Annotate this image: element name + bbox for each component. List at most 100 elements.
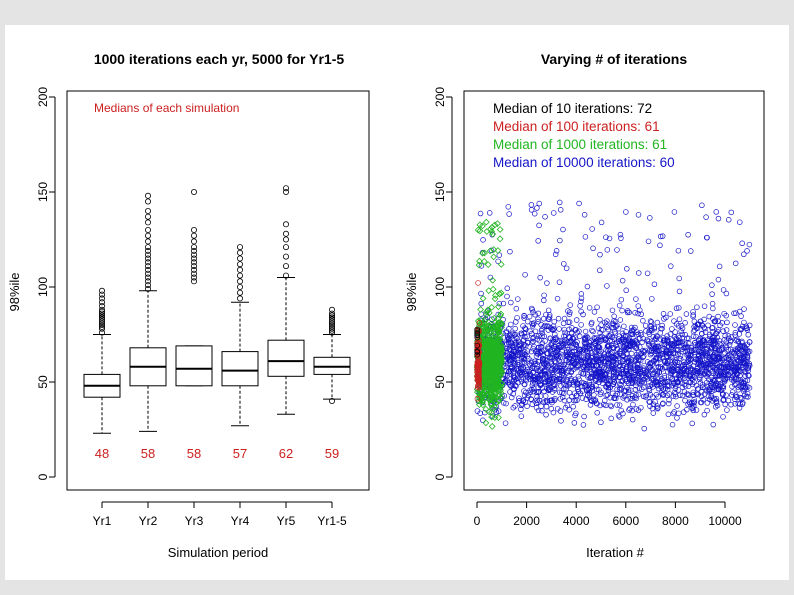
box-outlier-point xyxy=(236,244,243,251)
scatter-point xyxy=(641,379,647,386)
box-outlier-point xyxy=(99,306,106,313)
scatter-point xyxy=(660,311,667,317)
box-y-tick-label: 0 xyxy=(36,473,50,480)
scatter-point xyxy=(590,328,596,335)
box-outlier-point xyxy=(328,318,335,325)
box-chart-plot-border xyxy=(66,90,370,491)
scatter-point xyxy=(647,215,653,221)
scatter-point xyxy=(552,331,558,338)
scatter-point xyxy=(618,296,625,303)
scatter-point xyxy=(641,425,647,432)
scatter-point xyxy=(566,406,572,413)
box-outlier-point xyxy=(236,266,243,273)
scatter-point xyxy=(478,290,484,297)
scatter-point xyxy=(697,380,704,386)
box-outlier-point xyxy=(144,251,151,258)
box-outlier-point xyxy=(190,274,197,281)
scatter-point xyxy=(701,411,708,418)
scatter-point xyxy=(532,328,539,335)
scatter-point xyxy=(578,322,584,328)
box-y-tick-label: 150 xyxy=(36,182,50,202)
box-outlier-point xyxy=(190,255,197,262)
scatter-point xyxy=(506,211,512,217)
scatter-point xyxy=(580,422,587,428)
scatter-point xyxy=(594,410,600,416)
scatter-point xyxy=(676,275,682,282)
scatter-point xyxy=(560,320,567,327)
box-outlier-point xyxy=(282,244,289,251)
scatter-point xyxy=(723,327,730,333)
scatter-point xyxy=(714,402,721,409)
scatter-point xyxy=(534,205,540,211)
scatter-point xyxy=(541,292,547,299)
scatter-point xyxy=(555,315,562,322)
scatter-point xyxy=(620,395,626,401)
box-outlier-point xyxy=(236,278,243,285)
scatter-point xyxy=(556,326,562,332)
scatter-legend-entry: Median of 10000 iterations: 60 xyxy=(493,155,675,170)
scatter-point xyxy=(521,312,527,319)
scatter-point xyxy=(482,218,490,226)
box-outlier-point xyxy=(328,310,335,317)
scatter-point xyxy=(621,323,627,330)
scatter-point xyxy=(729,383,735,390)
scatter-series-3 xyxy=(474,199,753,432)
scatter-point xyxy=(675,247,682,254)
box-outlier-point xyxy=(144,198,151,205)
scatter-point xyxy=(672,329,678,335)
scatter-point xyxy=(589,226,595,232)
scatter-point xyxy=(715,276,722,283)
scatter-point xyxy=(724,407,730,413)
scatter-point xyxy=(681,359,687,365)
box-chart-panel: 1000 iterations each yr, 5000 for Yr1-5 … xyxy=(7,51,370,560)
box-outlier-point xyxy=(144,232,151,239)
scatter-point xyxy=(675,387,682,393)
scatter-point xyxy=(671,318,677,324)
box-outlier-point xyxy=(144,226,151,233)
scatter-point xyxy=(682,320,688,326)
box-outlier-point xyxy=(99,308,106,315)
scatter-point xyxy=(601,397,608,404)
box-outlier-point xyxy=(144,263,151,270)
scatter-point xyxy=(711,357,717,364)
box-x-tick-label: Yr5 xyxy=(277,514,296,528)
scatter-point xyxy=(628,324,635,331)
scatter-point xyxy=(710,305,716,312)
scatter-point xyxy=(724,319,730,326)
scatter-legend-entry: Median of 100 iterations: 61 xyxy=(493,119,660,134)
box-outlier-point xyxy=(99,323,106,330)
scatter-point xyxy=(746,362,753,369)
scatter-point xyxy=(559,349,565,355)
box-outlier-point xyxy=(282,221,289,228)
scatter-point xyxy=(593,386,600,393)
box-outlier-point xyxy=(99,321,106,328)
box-outlier-point xyxy=(282,263,289,270)
scatter-point xyxy=(597,251,603,258)
box-outlier-point xyxy=(282,272,289,279)
scatter-point xyxy=(566,319,573,325)
scatter-point xyxy=(721,351,727,357)
scatter-point xyxy=(557,207,564,213)
scatter-point xyxy=(528,348,535,355)
scatter-point xyxy=(482,419,490,427)
scatter-chart-x-axis: 0 2000 4000 6000 8000 10000 xyxy=(474,501,742,528)
scatter-point xyxy=(673,393,679,400)
scatter-point xyxy=(522,271,528,278)
scatter-point xyxy=(619,307,625,314)
scatter-point xyxy=(535,238,541,244)
scatter-point xyxy=(549,366,555,372)
scatter-point xyxy=(522,360,528,366)
scatter-chart-panel: Varying # of iterations Median of 10 ite… xyxy=(404,51,765,560)
scatter-point xyxy=(676,371,683,378)
scatter-point xyxy=(533,389,540,396)
scatter-point xyxy=(630,401,636,408)
scatter-point xyxy=(497,260,505,268)
scatter-point xyxy=(646,331,653,337)
box-outlier-point xyxy=(99,316,106,323)
box-body xyxy=(221,351,259,387)
scatter-point xyxy=(548,406,555,412)
box-outlier-point xyxy=(190,188,197,195)
box-outlier-point xyxy=(328,314,335,321)
scatter-point xyxy=(518,330,525,337)
scatter-point xyxy=(569,360,576,366)
